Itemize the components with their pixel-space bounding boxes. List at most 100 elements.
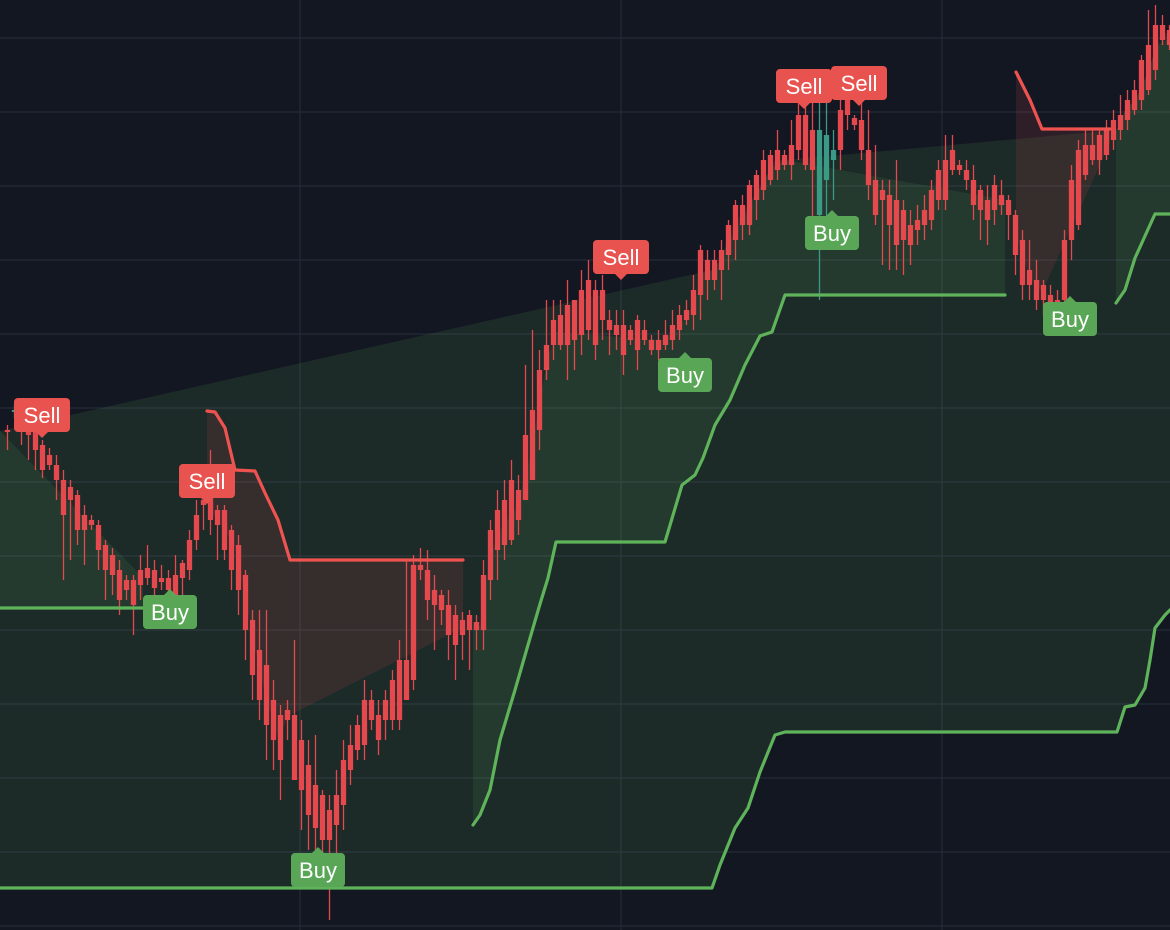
buy-label-pointer — [679, 352, 691, 358]
candle-body — [851, 118, 858, 125]
candle-body — [438, 595, 445, 610]
candle-body — [1103, 130, 1110, 155]
candle-body — [452, 615, 459, 645]
candle — [116, 560, 123, 615]
candle — [928, 180, 935, 230]
candle-body — [403, 660, 410, 700]
buy-label-box — [805, 216, 859, 250]
candle — [319, 790, 326, 860]
candle-body — [578, 290, 585, 335]
candle — [417, 548, 424, 580]
sell-signal-label: Sell — [831, 66, 887, 106]
candle-body — [1166, 30, 1170, 45]
candle-body — [256, 650, 263, 700]
candle — [431, 575, 438, 650]
candle-body — [641, 330, 648, 340]
candle — [1012, 210, 1019, 275]
candle — [753, 170, 760, 220]
candle-body — [1061, 240, 1068, 300]
candle — [1138, 55, 1145, 110]
signal-labels: Sell Sell Buy Buy Sell Buy Sell Sell Buy Buy — [14, 66, 1097, 887]
candle — [1068, 165, 1075, 260]
candle-body — [249, 620, 256, 675]
candle — [1075, 140, 1082, 230]
candle — [627, 325, 634, 345]
candle — [1145, 10, 1152, 95]
candle-body — [984, 200, 991, 220]
candle — [235, 535, 242, 615]
candle-body — [1124, 100, 1131, 120]
buy-stop-line — [0, 608, 1170, 890]
candle-body — [270, 700, 277, 740]
candle-body — [1005, 200, 1012, 215]
sell-label-text: Sell — [786, 74, 823, 99]
candle-body — [46, 455, 53, 465]
candle — [340, 740, 347, 830]
candle-body — [1138, 60, 1145, 100]
candle-body — [837, 110, 844, 150]
sell-label-box — [776, 69, 832, 103]
candle — [256, 610, 263, 720]
candle-body — [872, 180, 879, 215]
candle — [718, 240, 725, 300]
sell-label-text: Sell — [189, 469, 226, 494]
candle-body — [410, 565, 417, 680]
candle — [459, 612, 466, 660]
candle — [711, 250, 718, 290]
candle — [571, 300, 578, 370]
trailing-stop-lines — [0, 70, 1170, 890]
candle — [1082, 130, 1089, 180]
candle-body — [53, 465, 60, 480]
candle-body — [116, 570, 123, 600]
candle-body — [60, 480, 67, 515]
candle-body — [361, 700, 368, 745]
candle-body — [200, 500, 207, 505]
candle — [88, 515, 95, 530]
candle-body — [725, 225, 732, 255]
candle — [879, 180, 886, 265]
candle-body — [949, 150, 956, 170]
candle-body — [1068, 180, 1075, 240]
candle-body — [1110, 120, 1117, 140]
candle — [858, 100, 865, 160]
candle-body — [795, 115, 802, 150]
candle-body — [424, 570, 431, 600]
sell-label-box — [593, 240, 649, 274]
candle-body — [214, 510, 221, 525]
candle — [704, 250, 711, 300]
buy-stop-fill — [1116, 37, 1170, 303]
candle-body — [445, 605, 452, 635]
candle-body — [627, 330, 634, 340]
candle-body — [1047, 295, 1054, 305]
candle — [508, 460, 515, 545]
candle-body — [606, 320, 613, 330]
candle — [130, 575, 137, 635]
candle — [298, 720, 305, 830]
candle — [1124, 90, 1131, 130]
candle — [767, 150, 774, 185]
candle — [949, 135, 956, 175]
candle — [522, 365, 529, 500]
candle — [662, 320, 669, 350]
candle-body — [662, 335, 669, 345]
candle-body — [88, 520, 95, 525]
candle — [228, 525, 235, 590]
candle — [1131, 80, 1138, 115]
candle — [564, 280, 571, 380]
sell-label-box — [14, 398, 70, 432]
candle — [382, 690, 389, 740]
candle-body — [1089, 145, 1096, 160]
candle — [179, 560, 186, 600]
candle — [221, 505, 228, 560]
sell-label-pointer — [201, 498, 213, 504]
candle — [214, 505, 221, 560]
candle — [739, 195, 746, 240]
candle — [837, 100, 844, 170]
candle — [900, 200, 907, 275]
candle — [424, 550, 431, 620]
candle — [81, 505, 88, 565]
candle-body — [508, 480, 515, 540]
candle — [998, 180, 1005, 215]
candle — [732, 200, 739, 260]
